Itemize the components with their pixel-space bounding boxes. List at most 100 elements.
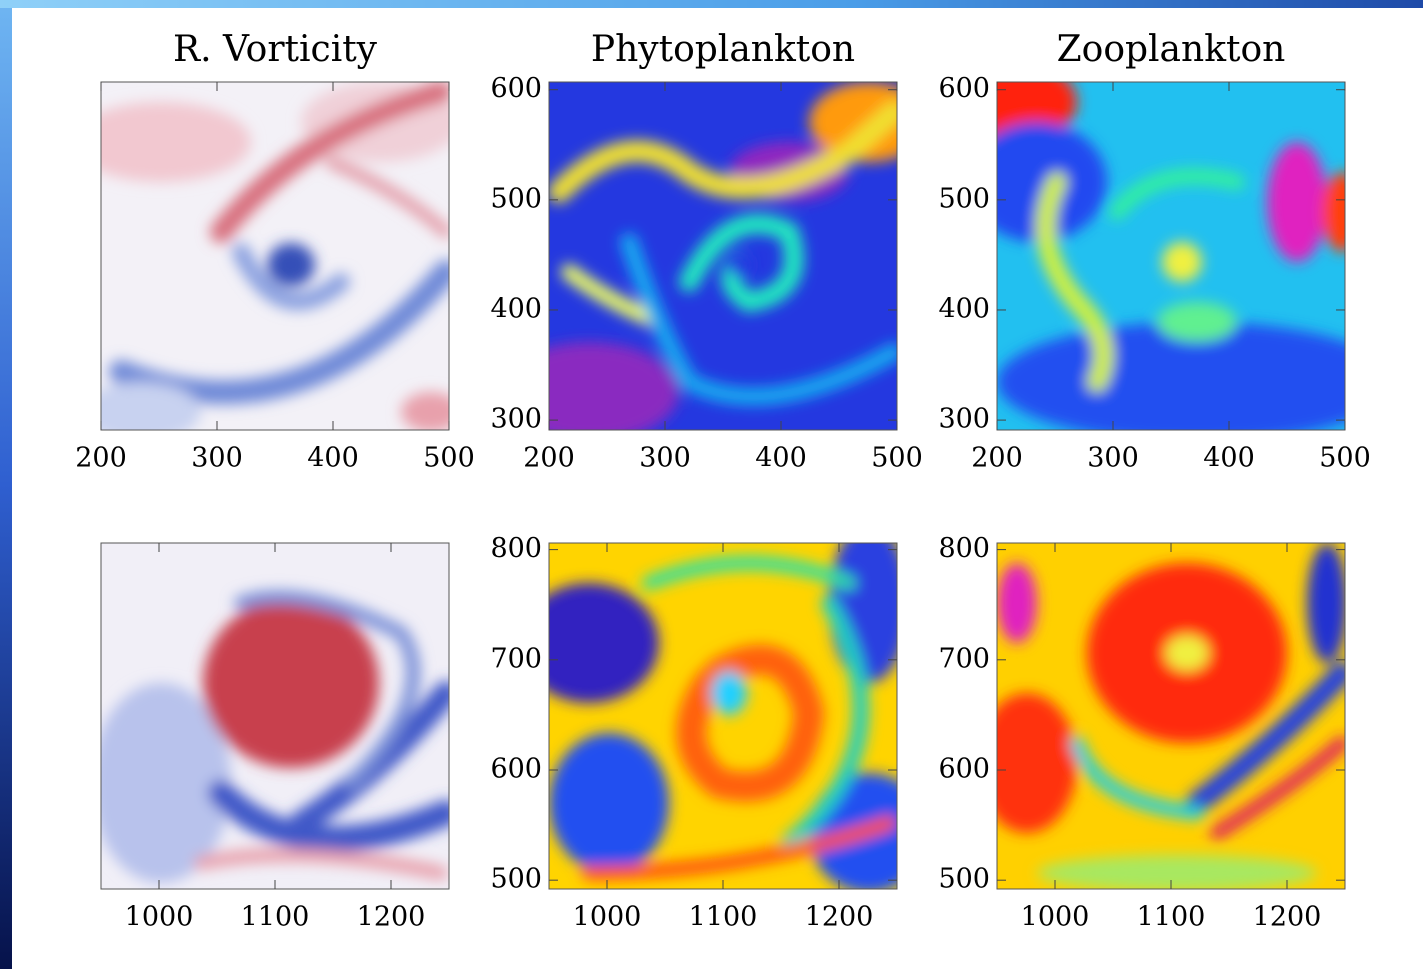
field-shape <box>676 644 825 802</box>
field-shape <box>997 563 1037 643</box>
panel: Phytoplankton 200 300 400 500 300 400 500 600 <box>490 29 923 474</box>
y-tick-label: 700 <box>938 643 990 674</box>
y-tick-label: 400 <box>938 293 990 324</box>
axes-frame <box>996 81 1346 431</box>
panel: R. Vorticity 200 300 400 500 <box>75 29 475 474</box>
panel: 1000 1100 1200 500 600 700 800 <box>490 533 898 933</box>
field-shape <box>210 82 449 243</box>
field-image <box>549 543 897 889</box>
y-tick-label: 800 <box>490 533 542 564</box>
x-tick-label: 1200 <box>1253 902 1322 933</box>
field-shapes <box>101 590 449 883</box>
field-shape <box>1157 302 1237 342</box>
field-shape <box>1037 855 1317 889</box>
field-shape <box>1109 168 1245 220</box>
y-tick-label: 600 <box>938 73 990 104</box>
field-shape <box>1186 662 1345 814</box>
field-shape <box>549 342 679 430</box>
field-shape <box>781 595 869 851</box>
field-image <box>997 82 1345 430</box>
field-image <box>101 82 449 430</box>
axes-frame <box>548 81 898 431</box>
field-shape <box>203 598 379 768</box>
panel-title: R. Vorticity <box>173 29 378 70</box>
x-tick-label: 1100 <box>689 902 758 933</box>
y-tick-label: 600 <box>490 753 542 784</box>
field-shape <box>727 253 751 277</box>
x-tick-label: 1100 <box>1137 902 1206 933</box>
panel-title: Zooplankton <box>1057 29 1286 70</box>
x-tick-label: 200 <box>971 443 1023 474</box>
field-shape <box>549 583 659 703</box>
x-tick-label: 500 <box>423 443 475 474</box>
x-tick-label: 1100 <box>241 902 310 933</box>
field-shapes <box>101 82 449 430</box>
field-shape <box>208 780 449 852</box>
x-tick-label: 1000 <box>125 902 194 933</box>
field-shape <box>1165 635 1209 671</box>
field-shape <box>620 233 897 406</box>
x-tick-label: 500 <box>1319 443 1371 474</box>
field-shape <box>1267 142 1327 262</box>
field-shape <box>267 243 315 287</box>
field-shapes <box>997 82 1345 430</box>
field-shape <box>101 102 251 182</box>
y-tick-label: 600 <box>490 73 542 104</box>
field-shapes <box>549 543 897 889</box>
y-tick-label: 700 <box>490 643 542 674</box>
field-shape <box>997 693 1077 833</box>
x-tick-label: 500 <box>871 443 923 474</box>
y-tick-label: 300 <box>490 404 542 435</box>
field-shape <box>1070 736 1204 820</box>
field-shape <box>549 101 897 203</box>
field-shape <box>1307 543 1345 663</box>
x-tick-label: 300 <box>1087 443 1139 474</box>
y-tick-label: 500 <box>490 864 542 895</box>
x-tick-label: 400 <box>1203 443 1255 474</box>
field-image <box>101 543 449 889</box>
field-shape <box>101 683 231 883</box>
x-tick-label: 1000 <box>573 902 642 933</box>
x-tick-label: 400 <box>755 443 807 474</box>
field-shape <box>642 556 856 590</box>
field-image <box>997 543 1345 889</box>
field-shape <box>582 816 896 880</box>
x-tick-label: 1000 <box>1021 902 1090 933</box>
field-shape <box>549 733 669 873</box>
axes-frame <box>100 81 450 431</box>
field-shape <box>232 243 350 311</box>
y-tick-label: 500 <box>490 183 542 214</box>
panel: Zooplankton 200 300 400 500 300 400 500 600 <box>938 29 1371 474</box>
y-tick-label: 800 <box>938 533 990 564</box>
field-shapes <box>997 543 1345 889</box>
field-shape <box>1210 736 1345 840</box>
panel: 1000 1100 1200 <box>100 542 450 933</box>
field-shape <box>289 681 449 835</box>
field-shape <box>711 671 747 715</box>
field-shape <box>325 156 449 238</box>
field-shape <box>101 382 201 430</box>
y-tick-label: 400 <box>490 293 542 324</box>
field-shape <box>1035 172 1114 392</box>
panel-title: Phytoplankton <box>591 29 855 70</box>
x-tick-label: 300 <box>191 443 243 474</box>
slide-band <box>0 0 1423 8</box>
field-shape <box>1322 172 1345 252</box>
field-shapes <box>549 82 897 430</box>
field-shape <box>997 322 1345 430</box>
x-tick-label: 400 <box>307 443 359 474</box>
field-shape <box>234 590 421 790</box>
field-shape <box>401 392 449 430</box>
panel: 1000 1100 1200 500 600 700 800 <box>938 533 1346 933</box>
field-image <box>549 82 897 430</box>
y-tick-label: 600 <box>938 753 990 784</box>
x-tick-label: 1200 <box>805 902 874 933</box>
x-tick-label: 300 <box>639 443 691 474</box>
y-tick-label: 500 <box>938 183 990 214</box>
field-shape <box>194 848 448 880</box>
x-tick-label: 1200 <box>357 902 426 933</box>
x-tick-label: 200 <box>75 443 127 474</box>
y-tick-label: 300 <box>938 404 990 435</box>
field-shape <box>1162 242 1202 282</box>
